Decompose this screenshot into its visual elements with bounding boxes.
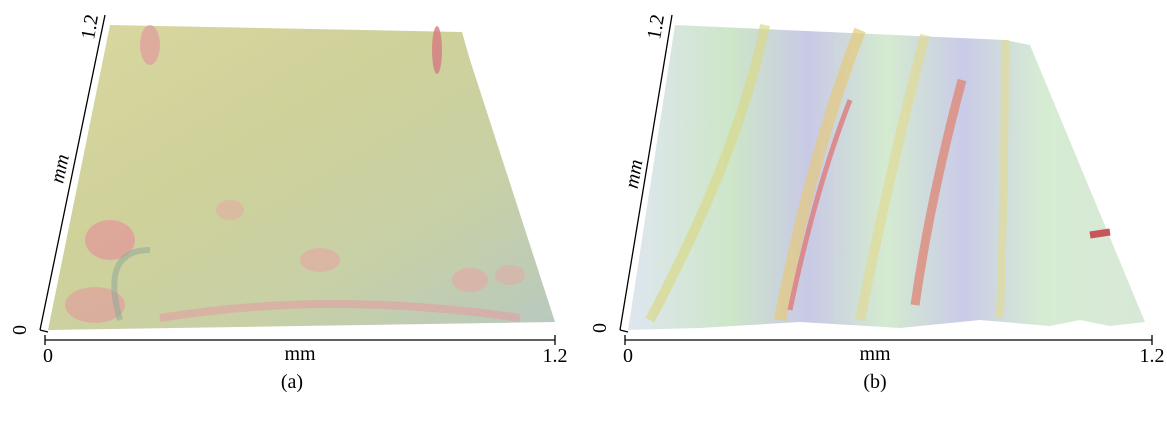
y-axis-title: mm xyxy=(621,158,648,190)
y-axis-tick xyxy=(619,329,629,333)
x-axis-start: 0 xyxy=(43,345,53,367)
panel-label: (a) xyxy=(281,371,303,393)
y-axis-end: 1.2 xyxy=(643,13,669,41)
surface-b xyxy=(628,24,1145,330)
x-axis-title: mm xyxy=(284,343,316,365)
x-axis-title: mm xyxy=(859,343,891,365)
x-axis-end: 1.2 xyxy=(1140,345,1165,367)
y-axis-start: 0 xyxy=(589,323,611,333)
y-axis-end: 1.2 xyxy=(77,13,103,41)
x-axis-end: 1.2 xyxy=(543,345,568,367)
surface-a xyxy=(48,25,555,330)
y-axis-start: 0 xyxy=(9,325,31,335)
panel-label: (b) xyxy=(863,371,886,393)
y-axis-tick xyxy=(39,329,49,333)
y-axis-line xyxy=(619,14,673,331)
y-axis-line xyxy=(39,14,106,331)
y-axis-title: mm xyxy=(46,152,74,185)
x-axis-start: 0 xyxy=(623,345,633,367)
